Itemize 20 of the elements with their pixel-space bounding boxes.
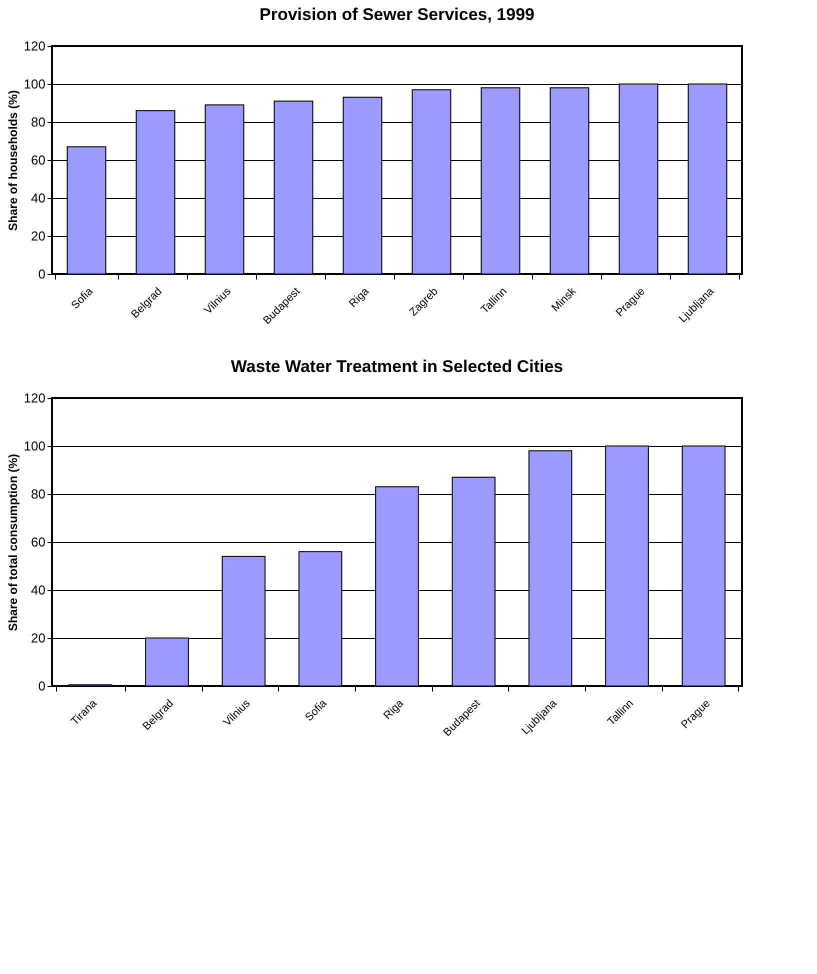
x-tick-label: Riga (382, 696, 407, 722)
y-tick-label: 60 (31, 152, 46, 168)
y-tick-label: 80 (31, 486, 46, 502)
y-tick-label: 100 (24, 76, 46, 92)
y-tick-label: 0 (38, 266, 46, 282)
y-tick-label: 20 (31, 630, 46, 646)
y-tick-label: 60 (31, 534, 46, 550)
x-tick-label: Riga (347, 284, 372, 310)
y-axis-title: Share of households (%) (6, 90, 20, 231)
y-axis-title: Share of total consumption (%) (6, 454, 20, 632)
y-tick-label: 40 (31, 582, 46, 598)
y-tick-label: 40 (31, 190, 46, 206)
y-tick-label: 120 (24, 38, 46, 54)
y-tick-label: 20 (31, 228, 46, 244)
chart-title: Waste Water Treatment in Selected Cities (230, 357, 564, 376)
y-tick-label: 100 (24, 438, 46, 454)
y-tick-label: 80 (31, 114, 46, 130)
y-tick-label: 0 (38, 678, 46, 694)
y-tick-label: 120 (24, 390, 46, 406)
chart-title: Provision of Sewer Services, 1999 (260, 5, 534, 24)
